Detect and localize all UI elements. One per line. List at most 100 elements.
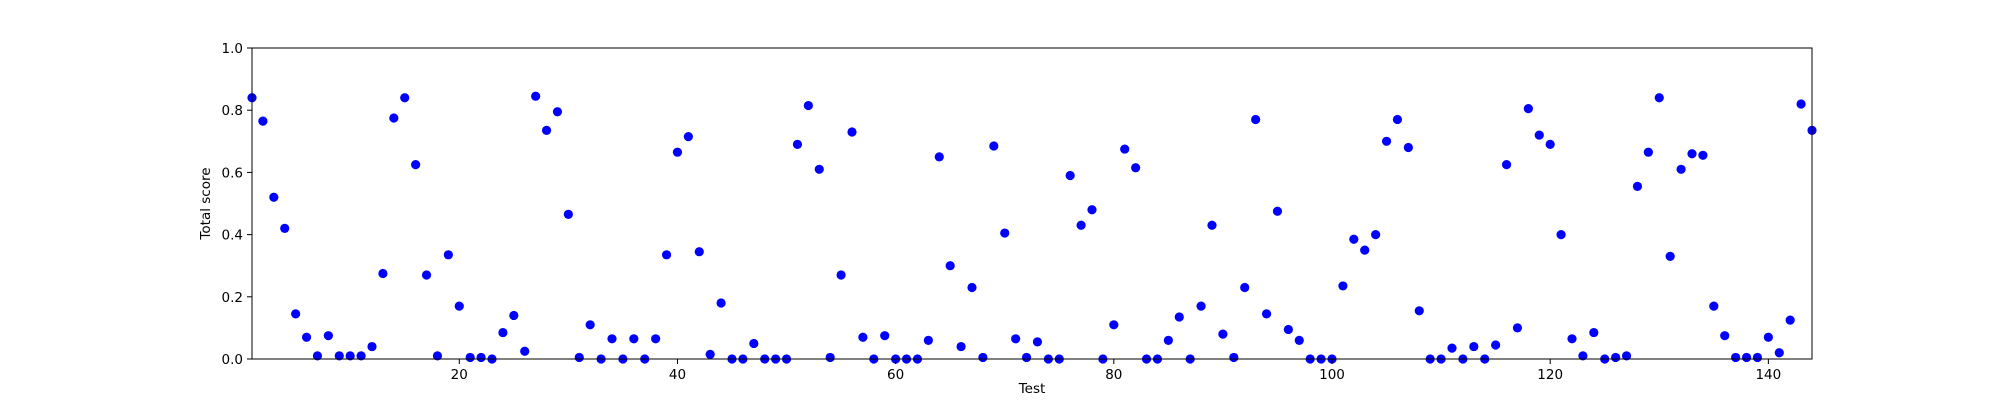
- data-point: [1774, 348, 1784, 358]
- data-point: [1403, 142, 1413, 153]
- data-point: [585, 320, 595, 330]
- data-point: [672, 147, 683, 157]
- x-tick-label: 80: [1105, 367, 1122, 383]
- data-point: [520, 346, 530, 356]
- data-point: [1338, 281, 1348, 291]
- data-point: [1272, 206, 1283, 216]
- data-point: [651, 334, 661, 344]
- data-point: [1032, 337, 1043, 347]
- x-tick-label: 120: [1537, 367, 1563, 383]
- data-point: [716, 298, 726, 308]
- y-tick-label: 0.0: [222, 352, 243, 368]
- data-point: [1371, 230, 1381, 240]
- data-point: [1120, 144, 1130, 154]
- data-point: [1567, 334, 1577, 344]
- data-point: [1621, 351, 1632, 361]
- data-point: [1523, 104, 1533, 114]
- data-point: [345, 351, 355, 361]
- data-point: [269, 192, 279, 202]
- data-point: [1218, 329, 1228, 339]
- data-point: [1240, 282, 1250, 293]
- data-point: [1611, 352, 1621, 363]
- data-point: [541, 125, 552, 136]
- data-point: [531, 91, 541, 101]
- data-point: [454, 301, 464, 311]
- data-point: [280, 223, 290, 233]
- data-point: [1556, 230, 1566, 240]
- data-point: [1763, 332, 1773, 342]
- x-tick-label: 140: [1755, 367, 1781, 383]
- data-point: [1076, 220, 1086, 230]
- data-point: [563, 209, 573, 219]
- data-point: [476, 352, 486, 363]
- data-point: [389, 113, 399, 123]
- x-tick-label: 100: [1319, 367, 1345, 383]
- data-point: [1283, 324, 1293, 335]
- data-point: [378, 268, 388, 279]
- data-point: [258, 116, 268, 126]
- data-point: [1698, 150, 1708, 160]
- data-point: [1131, 163, 1141, 173]
- data-point: [1654, 93, 1664, 103]
- y-tick-label: 0.2: [222, 290, 243, 306]
- data-point: [836, 270, 846, 280]
- data-point: [694, 247, 704, 257]
- data-point: [411, 160, 421, 170]
- data-point: [629, 334, 639, 344]
- data-point: [1109, 320, 1119, 330]
- data-point: [1196, 301, 1206, 311]
- x-axis-ticks: 20 40 60 80 100 120 140: [451, 359, 1781, 383]
- data-point: [803, 100, 813, 111]
- data-point: [1534, 130, 1544, 140]
- data-point: [1163, 335, 1173, 345]
- data-point: [367, 341, 377, 352]
- data-point: [1589, 327, 1599, 338]
- data-point: [1720, 331, 1730, 341]
- data-point: [1294, 335, 1304, 345]
- data-point: [1501, 160, 1512, 170]
- x-axis-label: Test: [1018, 381, 1046, 397]
- data-point: [967, 282, 977, 293]
- data-point: [814, 164, 824, 174]
- data-point: [1796, 99, 1806, 109]
- x-tick-label: 60: [887, 367, 904, 383]
- data-point: [552, 107, 563, 117]
- data-point: [1414, 306, 1424, 316]
- data-point: [1709, 301, 1719, 311]
- data-point: [1174, 312, 1184, 322]
- data-point: [312, 351, 323, 361]
- data-point: [1381, 136, 1392, 146]
- data-point: [945, 261, 955, 271]
- data-point: [1261, 309, 1272, 319]
- y-tick-label: 0.6: [222, 165, 243, 181]
- data-point: [1741, 352, 1752, 363]
- y-tick-label: 0.8: [222, 103, 243, 119]
- y-axis-label: Total score: [198, 167, 214, 240]
- data-point: [978, 352, 988, 363]
- data-point: [923, 335, 933, 345]
- data-point: [934, 152, 944, 162]
- data-point: [443, 250, 453, 260]
- data-point: [323, 331, 333, 341]
- data-point: [421, 270, 432, 280]
- data-point: [847, 127, 857, 137]
- data-point: [1578, 351, 1588, 361]
- data-point: [607, 334, 617, 344]
- data-point: [1251, 114, 1261, 125]
- data-point: [498, 327, 508, 338]
- data-point: [334, 351, 344, 361]
- x-tick-label: 20: [451, 367, 468, 383]
- data-point: [1447, 343, 1457, 353]
- data-point: [1665, 251, 1675, 261]
- data-point: [825, 352, 835, 363]
- data-point: [1676, 164, 1686, 174]
- data-point: [1349, 234, 1359, 244]
- data-point: [574, 352, 584, 363]
- data-point: [301, 332, 312, 342]
- data-point: [705, 349, 715, 359]
- data-point: [1785, 315, 1795, 325]
- data-point: [858, 332, 868, 342]
- y-tick-label: 1.0: [222, 41, 243, 57]
